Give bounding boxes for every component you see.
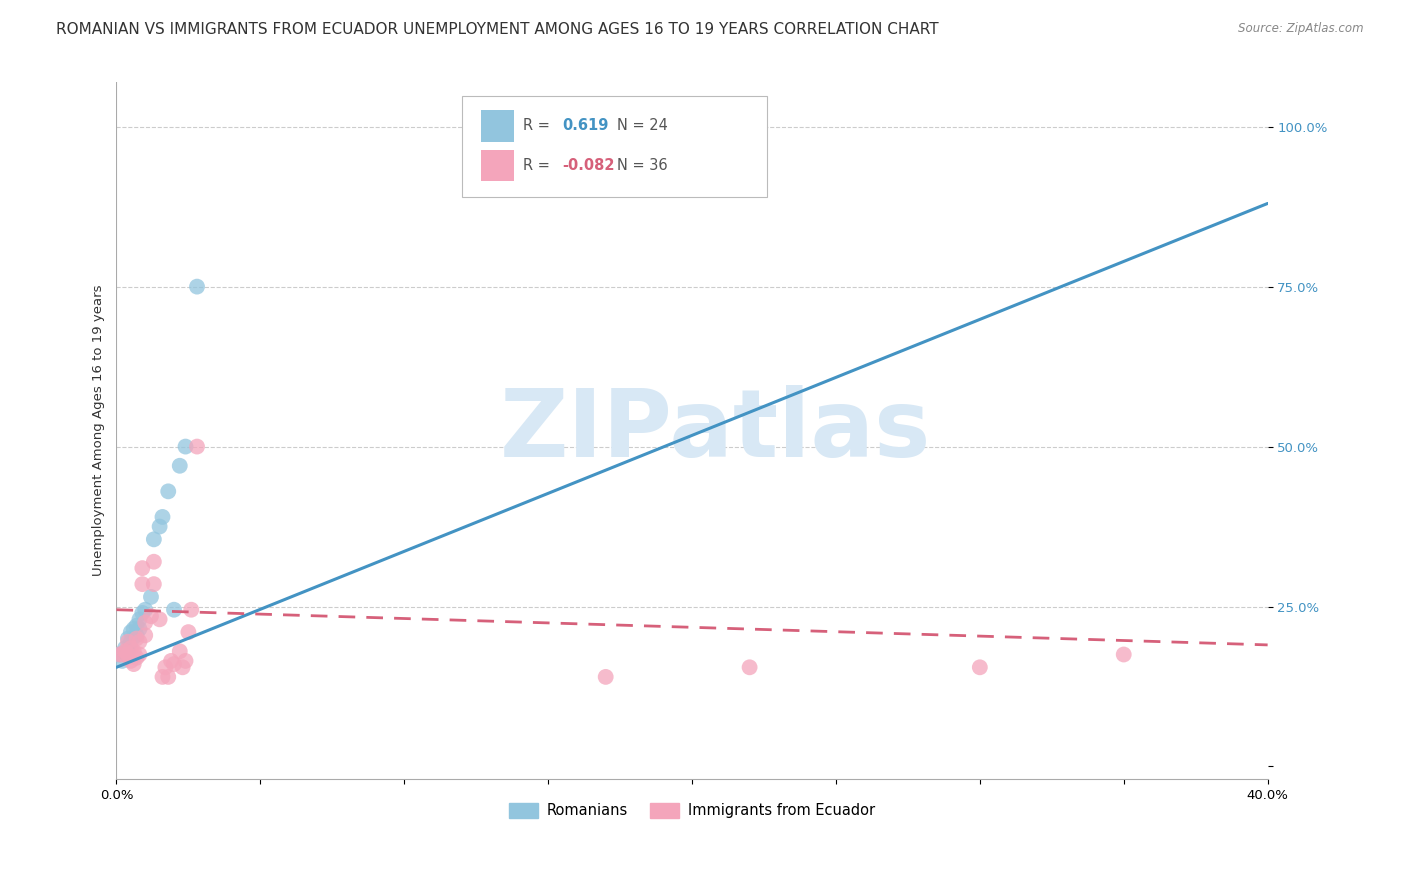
Point [108, 648, 131, 662]
Point [174, 440, 197, 454]
Point [122, 644, 145, 658]
Point [163, 657, 186, 672]
Point [120, 641, 142, 656]
Point [131, 577, 153, 591]
Point [117, 644, 139, 658]
Point [117, 632, 139, 646]
Point [595, 670, 617, 684]
Point [125, 628, 148, 642]
Point [163, 603, 186, 617]
Point [131, 561, 153, 575]
Point [149, 519, 172, 533]
Legend: Romanians, Immigrants from Ecuador: Romanians, Immigrants from Ecuador [503, 797, 882, 824]
Point [134, 603, 156, 617]
Point [117, 634, 139, 648]
Point [128, 648, 150, 662]
Point [139, 590, 162, 604]
Point [169, 644, 191, 658]
Point [142, 577, 165, 591]
Point [174, 654, 197, 668]
Point [128, 634, 150, 648]
Point [152, 670, 174, 684]
Point [125, 632, 148, 646]
Point [114, 641, 136, 656]
Point [120, 654, 142, 668]
Point [177, 625, 200, 640]
Point [134, 615, 156, 630]
Bar [481, 150, 513, 181]
Point [128, 622, 150, 636]
Point [142, 533, 165, 547]
Point [134, 628, 156, 642]
Text: -0.082: -0.082 [562, 158, 614, 173]
Point [114, 648, 136, 662]
Point [111, 654, 134, 668]
Y-axis label: Unemployment Among Ages 16 to 19 years: Unemployment Among Ages 16 to 19 years [93, 285, 105, 576]
Text: 0.619: 0.619 [562, 119, 609, 133]
Text: R =: R = [523, 119, 554, 133]
Point [186, 279, 208, 293]
Point [125, 650, 148, 665]
Point [114, 644, 136, 658]
Point [157, 484, 180, 499]
Point [157, 670, 180, 684]
Point [142, 555, 165, 569]
Point [131, 606, 153, 620]
Point [172, 660, 194, 674]
Text: N = 24: N = 24 [617, 119, 668, 133]
Point [139, 609, 162, 624]
Point [155, 660, 177, 674]
Point [149, 612, 172, 626]
Point [1112, 648, 1135, 662]
Point [122, 657, 145, 672]
Point [738, 660, 761, 674]
Text: R =: R = [523, 158, 554, 173]
Point [180, 603, 202, 617]
Point [152, 510, 174, 524]
Point [969, 660, 991, 674]
Text: ROMANIAN VS IMMIGRANTS FROM ECUADOR UNEMPLOYMENT AMONG AGES 16 TO 19 YEARS CORRE: ROMANIAN VS IMMIGRANTS FROM ECUADOR UNEM… [56, 22, 939, 37]
Text: Source: ZipAtlas.com: Source: ZipAtlas.com [1239, 22, 1364, 36]
Point [120, 634, 142, 648]
Point [111, 648, 134, 662]
Point [186, 440, 208, 454]
Text: ZIPatlas: ZIPatlas [499, 384, 931, 476]
FancyBboxPatch shape [461, 95, 766, 197]
Point [120, 625, 142, 640]
Text: N = 36: N = 36 [617, 158, 668, 173]
Point [117, 648, 139, 662]
Point [128, 612, 150, 626]
Point [125, 618, 148, 632]
Point [108, 648, 131, 662]
Point [122, 622, 145, 636]
Point [169, 458, 191, 473]
Point [160, 654, 183, 668]
Bar [481, 110, 513, 142]
